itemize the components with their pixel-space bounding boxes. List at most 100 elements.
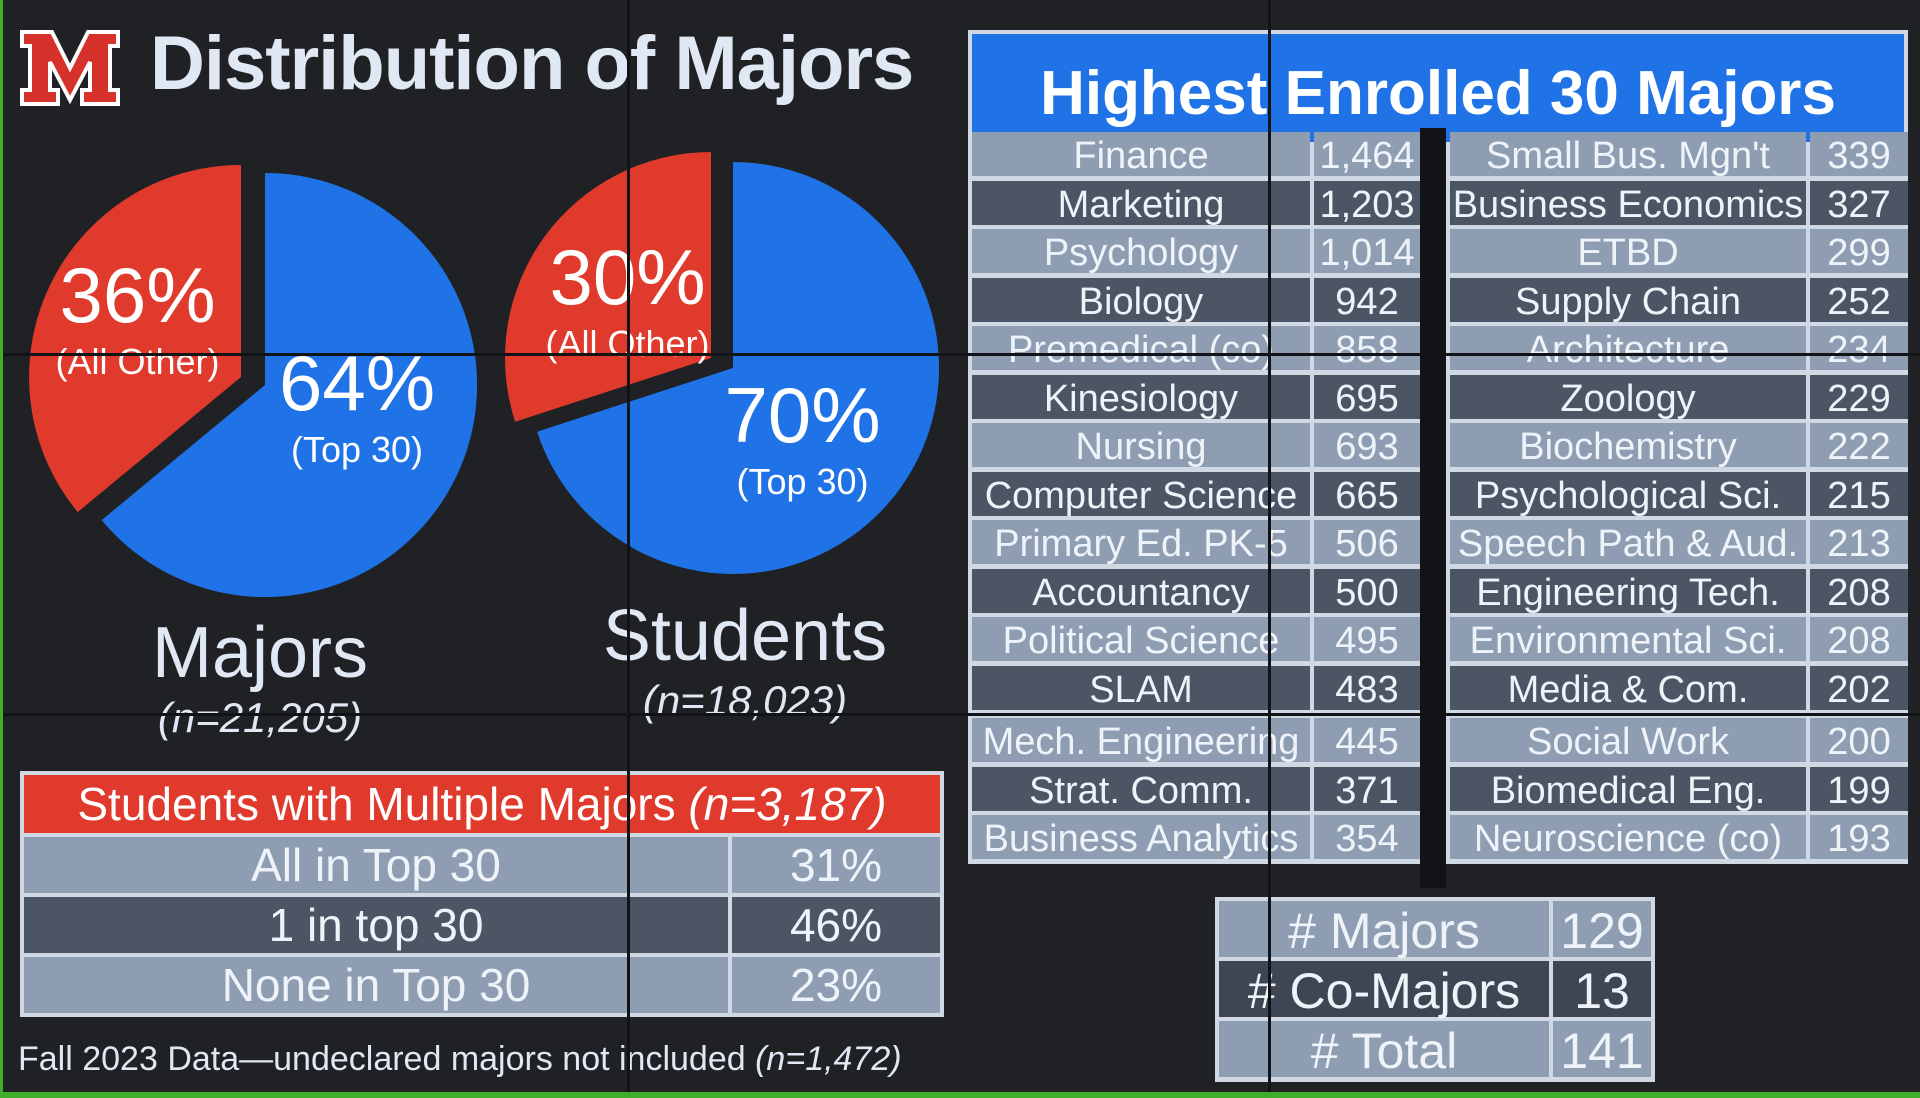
table-cell-major: Accountancy bbox=[972, 568, 1310, 613]
table-cell-major: Mech. Engineering bbox=[972, 718, 1310, 762]
multiple-majors-title: Students with Multiple Majors bbox=[77, 778, 676, 830]
table-row: Architecture 234 bbox=[1450, 326, 1908, 370]
table-cell-count: 202 bbox=[1810, 665, 1908, 710]
table-cell-value: 31% bbox=[732, 837, 940, 893]
table-cell-major: Nursing bbox=[972, 423, 1310, 467]
multiple-majors-header: Students with Multiple Majors (n=3,187) bbox=[24, 775, 940, 833]
top-30-majors-table: Highest Enrolled 30 Majors Finance 1,464 M… bbox=[968, 30, 1908, 888]
students-caption: Students (n=18,023) bbox=[585, 595, 905, 725]
table-cell-major: Environmental Sci. bbox=[1450, 617, 1806, 661]
table-row: # Total 141 bbox=[1219, 1021, 1651, 1079]
table-cell-count: 252 bbox=[1810, 277, 1908, 322]
students-top30-label: 70% (Top 30) bbox=[705, 370, 900, 503]
table-row: Mech. Engineering 445 bbox=[972, 718, 1420, 762]
table-row: Biology 942 bbox=[972, 277, 1420, 322]
table-row: Finance 1,464 bbox=[972, 132, 1420, 176]
table-row: Business Analytics 354 bbox=[972, 815, 1420, 859]
table-cell-major: Social Work bbox=[1450, 718, 1806, 762]
table-cell-label: 1 in top 30 bbox=[24, 897, 728, 953]
table-cell-value: 23% bbox=[732, 957, 940, 1013]
table-cell-count: 695 bbox=[1314, 374, 1420, 419]
screen-seam bbox=[627, 0, 630, 1098]
table-cell-count: 483 bbox=[1314, 665, 1420, 710]
table-row: Zoology 229 bbox=[1450, 374, 1908, 419]
table-cell-count: 693 bbox=[1314, 423, 1420, 467]
majors-other-pct: 36% bbox=[59, 251, 216, 339]
table-cell-major: Speech Path & Aud. bbox=[1450, 520, 1806, 564]
screen-seam bbox=[0, 353, 1920, 356]
table-cell-major: Engineering Tech. bbox=[1450, 568, 1806, 613]
table-row: Accountancy 500 bbox=[972, 568, 1420, 613]
table-cell-count: 858 bbox=[1314, 326, 1420, 370]
table-cell-major: Architecture bbox=[1450, 326, 1806, 370]
table-cell-count: 208 bbox=[1810, 617, 1908, 661]
table-row: Supply Chain 252 bbox=[1450, 277, 1908, 322]
table-cell-count: 208 bbox=[1810, 568, 1908, 613]
students-top30-text: (Top 30) bbox=[736, 461, 869, 502]
table-cell-count: 199 bbox=[1810, 766, 1908, 811]
multiple-majors-n: (n=3,187) bbox=[688, 778, 887, 830]
table-cell-major: Primary Ed. PK-5 bbox=[972, 520, 1310, 564]
table-row: # Majors 129 bbox=[1219, 901, 1651, 959]
majors-pie-chart bbox=[29, 165, 478, 597]
table-cell-count: 445 bbox=[1314, 718, 1420, 762]
table-cell-major: Business Economics bbox=[1450, 180, 1806, 225]
table-cell-major: Psychology bbox=[972, 229, 1310, 273]
table-cell-value: 13 bbox=[1553, 961, 1651, 1019]
table-row: None in Top 30 23% bbox=[24, 957, 940, 1013]
table-cell-count: 665 bbox=[1314, 471, 1420, 516]
majors-chart-title: Majors bbox=[151, 613, 369, 693]
table-cell-count: 213 bbox=[1810, 520, 1908, 564]
majors-chart-n: (n=21,205) bbox=[157, 694, 363, 741]
screen-seam bbox=[1268, 0, 1271, 1098]
table-row: Business Economics 327 bbox=[1450, 180, 1908, 225]
column-divider bbox=[1420, 128, 1446, 888]
table-cell-count: 506 bbox=[1314, 520, 1420, 564]
table-cell-count: 222 bbox=[1810, 423, 1908, 467]
table-cell-major: Biology bbox=[972, 277, 1310, 322]
table-cell-count: 327 bbox=[1810, 180, 1908, 225]
table-cell-count: 234 bbox=[1810, 326, 1908, 370]
table-cell-label: # Co-Majors bbox=[1219, 961, 1549, 1019]
footnote: Fall 2023 Data—undeclared majors not inc… bbox=[18, 1040, 902, 1079]
table-cell-major: SLAM bbox=[972, 665, 1310, 710]
table-row: Psychology 1,014 bbox=[972, 229, 1420, 273]
page-title: Distribution of Majors bbox=[150, 21, 914, 106]
majors-top30-text: (Top 30) bbox=[290, 429, 424, 470]
table-row: Engineering Tech. 208 bbox=[1450, 568, 1908, 613]
table-cell-major: Strat. Comm. bbox=[972, 766, 1310, 811]
table-row: # Co-Majors 13 bbox=[1219, 961, 1651, 1019]
table-cell-label: All in Top 30 bbox=[24, 837, 728, 893]
majors-top30-pct: 64% bbox=[278, 339, 436, 427]
table-row: Social Work 200 bbox=[1450, 718, 1908, 762]
miami-m-logo bbox=[20, 30, 120, 106]
table-row: 1 in top 30 46% bbox=[24, 897, 940, 953]
top-30-header: Highest Enrolled 30 Majors bbox=[972, 34, 1904, 142]
table-cell-count: 193 bbox=[1810, 815, 1908, 859]
table-row: Neuroscience (co) 193 bbox=[1450, 815, 1908, 859]
students-pie-chart bbox=[505, 152, 940, 574]
table-cell-label: None in Top 30 bbox=[24, 957, 728, 1013]
table-cell-value: 141 bbox=[1553, 1021, 1651, 1079]
majors-top30-slice bbox=[101, 172, 478, 597]
table-cell-label: # Total bbox=[1219, 1021, 1549, 1079]
table-cell-major: Computer Science bbox=[972, 471, 1310, 516]
majors-other-label: 36% (All Other) bbox=[45, 250, 230, 383]
table-row: Premedical (co) 858 bbox=[972, 326, 1420, 370]
table-row: Psychological Sci. 215 bbox=[1450, 471, 1908, 516]
majors-caption: Majors (n=21,205) bbox=[120, 612, 400, 742]
table-cell-count: 371 bbox=[1314, 766, 1420, 811]
table-cell-major: Finance bbox=[972, 132, 1310, 176]
table-row: Strat. Comm. 371 bbox=[972, 766, 1420, 811]
table-cell-count: 354 bbox=[1314, 815, 1420, 859]
table-cell-value: 46% bbox=[732, 897, 940, 953]
table-cell-count: 1,464 bbox=[1314, 132, 1420, 176]
table-row: SLAM 483 bbox=[972, 665, 1420, 710]
majors-top30-label: 64% (Top 30) bbox=[262, 338, 452, 471]
table-cell-major: Kinesiology bbox=[972, 374, 1310, 419]
majors-other-slice bbox=[29, 165, 242, 513]
table-row: Media & Com. 202 bbox=[1450, 665, 1908, 710]
table-cell-count: 500 bbox=[1314, 568, 1420, 613]
table-row: Biochemistry 222 bbox=[1450, 423, 1908, 467]
table-cell-count: 229 bbox=[1810, 374, 1908, 419]
